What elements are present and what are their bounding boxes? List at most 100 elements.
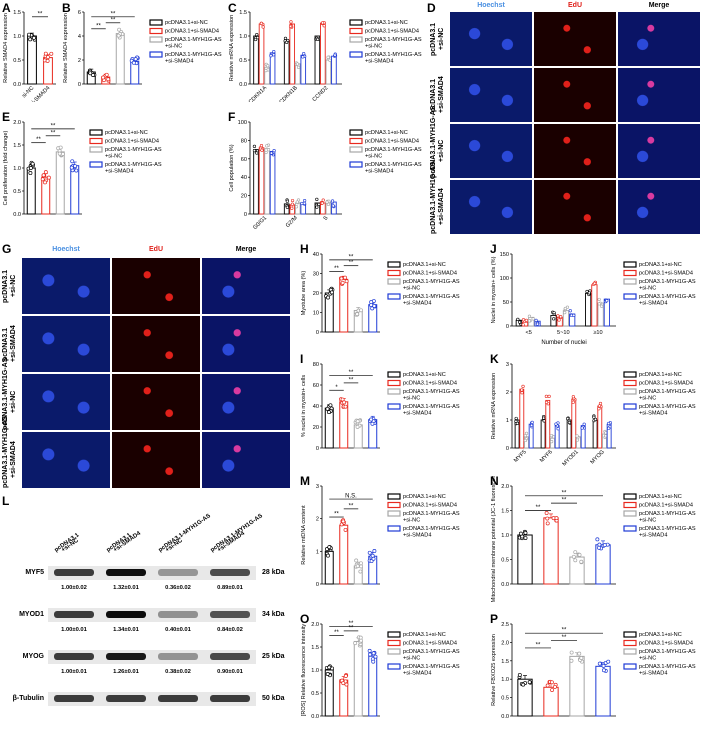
microscopy-image (112, 374, 200, 430)
data-point (600, 304, 604, 308)
legend-swatch-1 (387, 501, 401, 509)
wb-quant-value: 0.40±0.01 (165, 627, 192, 633)
data-point (569, 650, 574, 655)
data-point (41, 173, 46, 178)
legend-swatch-0 (623, 631, 637, 638)
data-point (339, 276, 344, 281)
microscopy-image (112, 316, 200, 372)
data-point (327, 410, 331, 415)
legend-swatch-3 (387, 403, 401, 410)
legend-label: pcDNA3.1-MYH1G-AS (639, 404, 696, 410)
wb-quant-value: 1.34±0.01 (113, 627, 140, 633)
microscopy-image (618, 124, 700, 178)
data-point (550, 688, 555, 692)
y-axis-label: Mitochondrial membrane potential (JC-1 f… (491, 476, 497, 602)
data-point (43, 180, 47, 185)
legend-label: pcDNA3.1-MYH1G-AS (165, 52, 222, 58)
y-tick-label: 1 (506, 418, 509, 424)
wb-band (158, 611, 198, 618)
chart-K: 0 1 2 3 Relative mRNA expression MYF5 MYF6 MYOD… (491, 362, 696, 466)
wb-band (158, 569, 198, 576)
wb-band (106, 653, 146, 660)
data-point (101, 75, 106, 80)
data-point (344, 279, 349, 284)
data-point (514, 416, 518, 421)
y-tick-label: 2 (78, 58, 81, 64)
data-point (577, 552, 582, 557)
y-axis-label: Relative FBXO25 expression (491, 634, 497, 706)
data-point (547, 394, 551, 398)
legend-label: +si-SMAD4 (403, 411, 431, 417)
bar (283, 40, 290, 85)
legend-label: pcDNA3.1+si-SMAD4 (403, 271, 457, 277)
data-point (32, 35, 36, 40)
data-point (517, 672, 522, 677)
data-point (28, 37, 33, 42)
bar (339, 278, 349, 333)
legend-swatch-0 (149, 19, 163, 26)
data-point (28, 166, 33, 170)
data-point (523, 530, 528, 535)
legend-label: pcDNA3.1+si-SMAD4 (165, 29, 219, 35)
wb-band (210, 695, 250, 702)
legend-swatch-2 (349, 146, 363, 153)
data-point (46, 175, 51, 180)
legend-label: pcDNA3.1-MYH1G-AS (403, 511, 460, 517)
legend-label: pcDNA3.1+si-NC (403, 372, 446, 378)
legend-label: +si-SMAD4 (403, 301, 431, 307)
data-point (330, 199, 335, 203)
legend-label: pcDNA3.1+si-SMAD4 (365, 29, 419, 35)
wb-band (106, 611, 146, 618)
y-tick-label: 60 (241, 157, 247, 163)
bar (585, 292, 592, 327)
y-axis-label: Relative mRNA expression (229, 15, 235, 82)
y-axis-label: Relative SMAD4 expression (3, 13, 9, 83)
data-point (355, 419, 360, 424)
data-point (343, 275, 348, 280)
legend-swatch-3 (387, 293, 401, 300)
data-point (131, 60, 136, 65)
y-tick-label: 2.0 (13, 120, 21, 126)
legend-swatch-2 (623, 648, 637, 655)
data-point (316, 37, 320, 41)
bar (566, 419, 572, 449)
data-point (607, 421, 611, 426)
y-tick-label: 0 (506, 324, 509, 330)
legend-label: +si-NC (365, 44, 382, 50)
data-point (57, 151, 62, 156)
legend-label: pcDNA3.1-MYH1G-AS (403, 279, 460, 285)
data-point (261, 25, 265, 29)
significance-label: ** (36, 137, 41, 143)
legend-label: +si-SMAD4 (639, 533, 667, 539)
legend-swatch-1 (349, 137, 363, 145)
data-point (355, 564, 360, 569)
legend-label: pcDNA3.1-MYH1G-AS (403, 526, 460, 532)
chart-P: 0.0 0.5 1.0 1.5 2.0 2.5 Relative FBXO25 expres… (491, 622, 696, 720)
y-tick-label: 2.0 (311, 622, 319, 628)
x-axis-label: Number of nuclei (541, 340, 586, 346)
bar (70, 165, 80, 215)
data-point (568, 309, 572, 313)
data-point (524, 431, 529, 435)
legend-label: pcDNA3.1+si-SMAD4 (639, 641, 693, 647)
legend-swatch-1 (623, 269, 637, 277)
microscopy-image (618, 12, 700, 66)
y-tick-label: 1.0 (501, 533, 509, 539)
wb-quant-value: 0.38±0.02 (165, 669, 191, 675)
bar (368, 655, 378, 717)
y-tick-label: 2.0 (501, 484, 509, 490)
data-point (521, 384, 525, 388)
legend-label: +si-SMAD4 (365, 59, 393, 65)
panel-label-A: A (2, 1, 11, 15)
data-point (296, 65, 301, 69)
data-point (320, 21, 325, 25)
microscopy-image (112, 432, 200, 488)
bar (258, 23, 265, 85)
bar (264, 148, 270, 215)
bar (115, 33, 125, 85)
legend-label: pcDNA3.1-MYH1G-AS (165, 37, 222, 43)
significance-label: ** (51, 130, 56, 136)
legend-label: +si-NC (639, 286, 656, 292)
data-point (552, 311, 556, 315)
